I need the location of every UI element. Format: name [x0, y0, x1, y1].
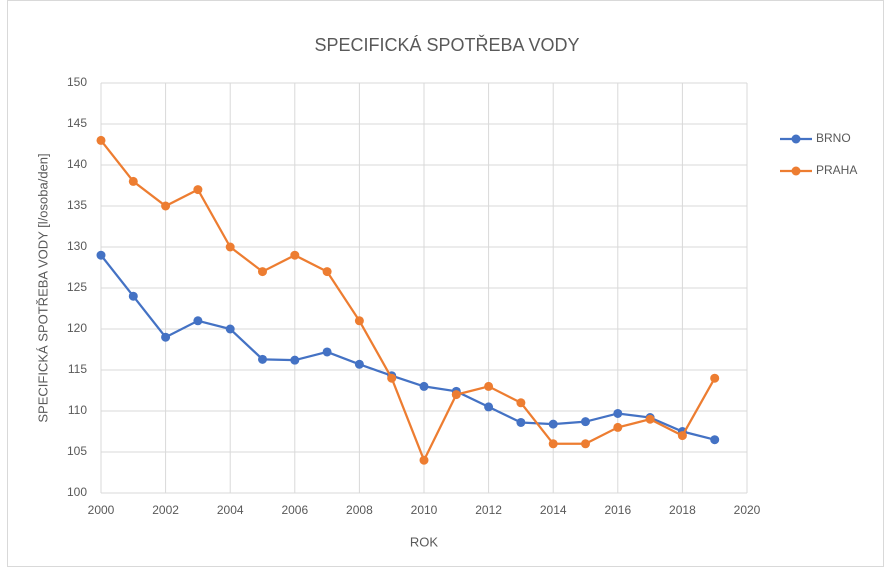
data-point — [258, 354, 267, 364]
data-point — [419, 381, 429, 391]
data-point — [581, 439, 590, 449]
data-point — [387, 373, 397, 383]
data-point — [516, 417, 526, 427]
y-tick-label: 145 — [67, 116, 87, 130]
x-tick-label: 2012 — [475, 503, 502, 517]
x-tick-label: 2016 — [604, 503, 631, 517]
data-point — [128, 291, 138, 301]
y-tick-label: 100 — [67, 485, 87, 499]
y-tick-label: 120 — [67, 321, 87, 335]
x-tick-label: 2018 — [669, 503, 696, 517]
y-tick-label: 140 — [67, 157, 87, 171]
data-point — [354, 359, 364, 369]
x-tick-label: 2014 — [540, 503, 567, 517]
data-point — [710, 373, 720, 383]
series-line — [100, 254, 715, 441]
data-point — [548, 439, 558, 449]
y-axis-label: SPECIFICKÁ SPOTŘEBA VODY [l/osoba/den] — [35, 153, 50, 422]
y-tick-label: 150 — [67, 75, 87, 89]
data-point — [96, 135, 106, 145]
data-point — [613, 422, 623, 432]
data-point — [128, 176, 138, 186]
y-tick-label: 130 — [67, 239, 87, 253]
data-point — [290, 355, 300, 365]
data-point — [258, 267, 267, 277]
data-point — [193, 316, 203, 326]
legend-label: PRAHA — [816, 163, 857, 177]
data-point — [354, 316, 364, 326]
data-point — [581, 417, 590, 427]
x-tick-label: 2006 — [281, 503, 308, 517]
series-line — [100, 139, 716, 463]
data-point — [548, 419, 558, 429]
data-point — [96, 250, 106, 260]
x-axis-label: ROK — [410, 534, 439, 549]
legend-marker — [791, 134, 801, 144]
y-tick-label: 105 — [67, 444, 87, 458]
data-point — [161, 201, 171, 211]
x-tick-label: 2020 — [734, 503, 761, 517]
data-point — [193, 185, 203, 195]
x-tick-label: 2008 — [346, 503, 373, 517]
y-tick-label: 125 — [67, 280, 87, 294]
legend-marker — [791, 166, 801, 176]
data-point — [451, 390, 461, 400]
x-tick-label: 2010 — [411, 503, 438, 517]
data-point — [225, 242, 235, 252]
data-point — [225, 324, 235, 334]
data-point — [484, 402, 494, 412]
legend-label: BRNO — [816, 131, 851, 145]
data-point — [516, 398, 526, 408]
data-point — [290, 250, 300, 260]
data-point — [322, 267, 332, 277]
chart-frame — [7, 0, 884, 567]
chart-title: SPECIFICKÁ SPOTŘEBA VODY — [314, 35, 579, 55]
data-point — [613, 408, 623, 418]
data-point — [161, 332, 171, 342]
y-tick-label: 115 — [68, 362, 87, 376]
data-point — [419, 455, 429, 465]
data-point — [322, 347, 332, 357]
data-point — [645, 414, 655, 424]
x-tick-label: 2004 — [217, 503, 244, 517]
data-point — [677, 431, 687, 441]
x-tick-label: 2000 — [88, 503, 115, 517]
x-tick-label: 2002 — [152, 503, 179, 517]
y-tick-label: 135 — [67, 198, 87, 212]
y-tick-label: 110 — [68, 403, 87, 417]
data-point — [710, 435, 720, 445]
data-point — [484, 381, 494, 391]
